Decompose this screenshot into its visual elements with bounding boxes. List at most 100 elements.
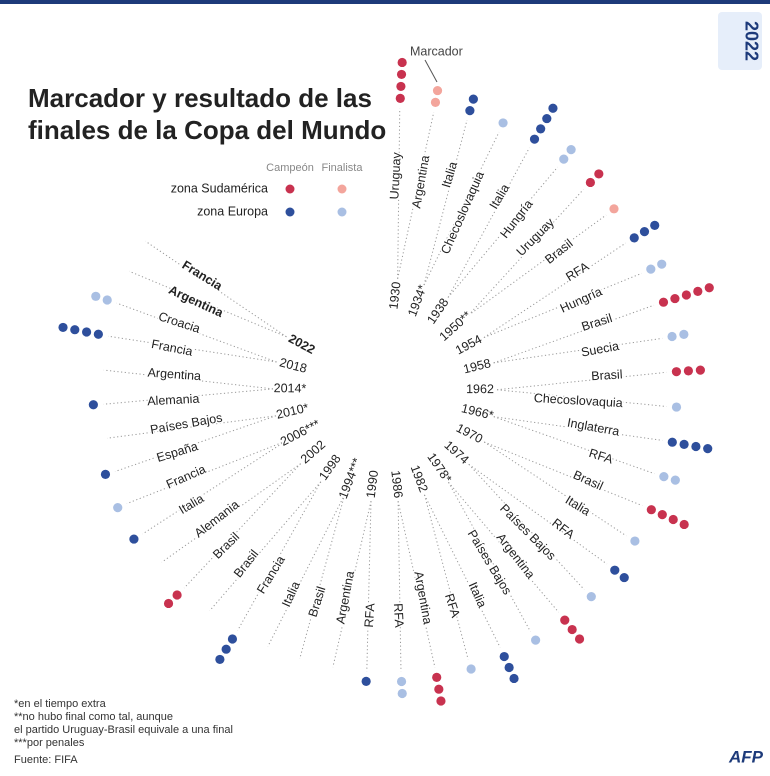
dotted-connector (237, 481, 322, 631)
dotted-connector (397, 501, 402, 672)
goal-dot (129, 534, 139, 544)
goal-dot (560, 615, 570, 625)
final-year: 1986 (388, 470, 405, 499)
goal-dot (504, 662, 514, 673)
logo-text: 2022 (741, 21, 761, 61)
goal-dot (395, 93, 405, 104)
goal-dot (215, 654, 225, 665)
dotted-connector (142, 440, 286, 535)
goal-dot (691, 441, 701, 452)
dotted-connector (468, 463, 585, 590)
goal-dot (586, 592, 596, 602)
team-name: Brasil (210, 530, 242, 562)
dotted-connector (114, 415, 277, 472)
goal-dot (163, 598, 174, 609)
goal-dot (695, 365, 705, 375)
team-name: RFA (391, 603, 406, 629)
team-name: RFA (563, 259, 592, 284)
final-year: 2022 (286, 331, 317, 357)
goal-dot (679, 329, 689, 339)
legend-label: zona Europa (197, 204, 268, 218)
team-name: Francia (164, 462, 208, 492)
goal-dot (100, 469, 111, 479)
goal-dot (397, 57, 407, 68)
goal-dot (630, 536, 640, 546)
team-name: España (155, 439, 200, 465)
legend-label: zona Sudamérica (171, 181, 268, 195)
dotted-connector (447, 147, 530, 298)
goal-dot (91, 291, 101, 301)
team-name: Brasil (231, 547, 261, 580)
dotted-connector (493, 416, 663, 441)
goal-dot (629, 233, 639, 243)
dotted-connector (397, 501, 436, 668)
team-name: Argentina (333, 570, 357, 625)
goal-dot (658, 297, 669, 307)
team-name: Argentina (409, 154, 432, 209)
dotted-connector (129, 270, 287, 338)
goal-dot (679, 439, 689, 449)
goal-dot (548, 103, 558, 113)
goal-dot (703, 444, 713, 454)
team-name: Croacia (157, 309, 202, 336)
dotted-connector (103, 369, 274, 390)
team-name: Brasil (591, 367, 623, 383)
final-year: 2002 (298, 438, 328, 467)
legend-column: Finalista (322, 162, 364, 174)
goal-dot (436, 696, 446, 706)
dotted-connector (145, 240, 287, 338)
goal-dot (683, 366, 694, 376)
source: Fuente: FIFA (14, 754, 78, 766)
goal-dot (585, 177, 595, 188)
final-year: 2014* (274, 381, 307, 395)
top-bar (0, 0, 770, 4)
title-line: finales de la Copa del Mundo (28, 115, 386, 145)
goal-dot (432, 672, 442, 682)
goal-dot (670, 293, 680, 304)
final-year: 2010* (275, 401, 310, 422)
legend-dot (285, 207, 295, 217)
dotted-connector (299, 494, 346, 659)
dotted-connector (103, 388, 274, 405)
dotted-connector (468, 214, 607, 316)
goal-dot (567, 624, 577, 635)
goal-dot (679, 519, 689, 530)
team-name: Italia (176, 491, 206, 517)
final-year: 1934* (405, 283, 430, 319)
team-name: Brasil (580, 311, 614, 334)
goal-dot (667, 437, 677, 447)
dotted-connector (468, 189, 584, 316)
team-name: Italia (439, 160, 460, 189)
dotted-connector (209, 481, 322, 612)
goal-dot (671, 402, 682, 412)
final-year: 1958 (462, 356, 492, 376)
goal-dot (646, 505, 656, 515)
goal-dot (396, 676, 407, 687)
goal-dot (430, 97, 441, 107)
goal-dot (227, 634, 238, 644)
goal-dot (434, 684, 444, 694)
dotted-connector (423, 120, 468, 286)
final-year: 1974 (441, 438, 471, 467)
legend-dot (337, 184, 347, 194)
final-year: 1990 (364, 469, 381, 498)
dotted-connector (496, 371, 667, 391)
goal-dot (657, 259, 667, 269)
team-name: Alemania (147, 392, 200, 409)
goal-dot (609, 204, 619, 214)
goal-dot (113, 503, 123, 513)
goal-dot (646, 264, 656, 274)
brand: AFP (728, 747, 764, 766)
dotted-connector (483, 272, 642, 339)
goal-dot (639, 227, 650, 237)
goal-dot (465, 106, 475, 116)
annotation-pointer (424, 59, 438, 83)
dotted-connector (483, 242, 626, 338)
goal-dot (81, 327, 92, 337)
team-name: Brasil (306, 585, 329, 619)
legend-dot (285, 184, 295, 194)
team-name: Uruguay (387, 151, 403, 200)
goal-dot (102, 295, 112, 305)
dotted-connector (423, 131, 500, 286)
